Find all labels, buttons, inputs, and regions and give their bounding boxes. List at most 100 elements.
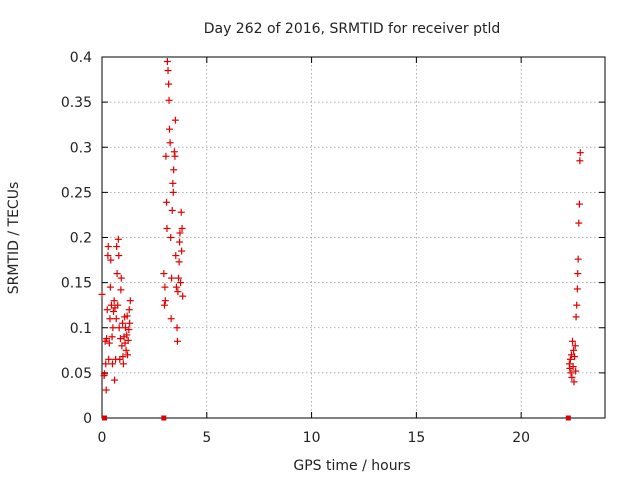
data-point xyxy=(571,353,579,361)
data-point xyxy=(126,319,134,327)
data-point xyxy=(113,243,121,251)
x-tick-label: 5 xyxy=(202,430,211,446)
data-point xyxy=(165,96,173,104)
data-point xyxy=(123,312,131,320)
data-point xyxy=(167,315,175,323)
data-point xyxy=(570,378,578,386)
data-point xyxy=(163,224,171,232)
data-point xyxy=(573,301,581,309)
data-point xyxy=(170,166,178,174)
data-point xyxy=(116,335,124,343)
data-point xyxy=(107,301,115,309)
data-point xyxy=(102,360,110,368)
y-tick-label: 0 xyxy=(83,411,92,427)
data-point xyxy=(177,279,185,287)
data-point xyxy=(110,297,118,305)
data-point xyxy=(119,360,127,368)
x-tick-label: 0 xyxy=(98,430,107,446)
zero-data-point xyxy=(161,415,167,421)
data-point xyxy=(568,373,576,381)
y-tick-label: 0.4 xyxy=(70,50,92,66)
data-point xyxy=(171,152,179,160)
data-point xyxy=(103,306,111,314)
data-point xyxy=(106,283,114,291)
data-point xyxy=(122,346,130,354)
data-point xyxy=(569,363,577,371)
data-point xyxy=(105,355,113,363)
y-tick-label: 0.1 xyxy=(70,321,92,337)
data-point xyxy=(573,285,581,293)
data-point xyxy=(570,346,578,354)
data-point xyxy=(161,297,169,305)
y-tick-label: 0.35 xyxy=(61,95,92,111)
y-tick-label: 0.3 xyxy=(70,140,92,156)
plot-frame xyxy=(101,56,606,419)
data-point xyxy=(104,252,112,260)
data-point xyxy=(124,351,132,359)
grid-lines xyxy=(102,57,605,418)
data-point xyxy=(163,58,171,66)
data-point xyxy=(571,342,579,350)
data-point xyxy=(169,179,177,187)
data-point xyxy=(179,292,187,300)
x-tick-label: 15 xyxy=(407,430,425,446)
data-point xyxy=(174,288,182,296)
data-point xyxy=(171,116,179,124)
data-point xyxy=(103,335,111,343)
y-tick-label: 0.15 xyxy=(61,276,92,292)
data-point xyxy=(169,188,177,196)
data-point xyxy=(108,360,116,368)
data-point xyxy=(124,336,132,344)
zero-data-point xyxy=(102,415,108,421)
x-axis-label: GPS time / hours xyxy=(293,458,410,474)
data-point xyxy=(108,333,116,341)
data-point xyxy=(98,290,106,298)
data-point xyxy=(164,67,172,75)
data-point xyxy=(111,376,119,384)
data-point xyxy=(162,152,170,160)
data-point xyxy=(117,274,125,282)
y-tick-label: 0.25 xyxy=(61,185,92,201)
data-point xyxy=(105,339,113,347)
x-tick-label: 10 xyxy=(303,430,321,446)
data-point xyxy=(566,355,574,363)
data-point xyxy=(101,370,109,378)
data-point xyxy=(119,319,127,327)
data-point xyxy=(575,200,583,208)
data-point xyxy=(178,224,186,232)
data-point xyxy=(176,229,184,237)
data-point xyxy=(174,274,182,282)
data-point xyxy=(160,301,168,309)
data-point xyxy=(176,238,184,246)
x-tick-label: 20 xyxy=(512,430,530,446)
data-point xyxy=(572,367,580,375)
data-point xyxy=(569,337,577,345)
data-point xyxy=(173,324,181,332)
data-point xyxy=(110,308,118,316)
data-point xyxy=(166,139,174,147)
data-point xyxy=(126,297,134,305)
data-point xyxy=(572,313,580,321)
data-point xyxy=(567,369,575,377)
data-point xyxy=(576,149,584,157)
data-point xyxy=(170,148,178,156)
data-point xyxy=(576,157,584,165)
data-point xyxy=(165,125,173,133)
data-point xyxy=(112,315,120,323)
data-point xyxy=(167,234,175,241)
data-point xyxy=(172,252,180,260)
data-point xyxy=(109,324,117,332)
data-point xyxy=(107,256,115,264)
data-point xyxy=(119,353,127,361)
chart-title: Day 262 of 2016, SRMTID for receiver ptl… xyxy=(204,21,501,37)
data-point xyxy=(168,206,176,214)
data-point xyxy=(125,326,133,334)
data-point xyxy=(123,331,131,339)
data-point xyxy=(117,286,125,294)
zero-data-point xyxy=(565,415,571,421)
data-point xyxy=(177,208,185,216)
data-point xyxy=(160,270,168,278)
data-point xyxy=(575,219,583,227)
y-tick-label: 0.2 xyxy=(70,231,92,247)
data-point xyxy=(113,270,121,278)
